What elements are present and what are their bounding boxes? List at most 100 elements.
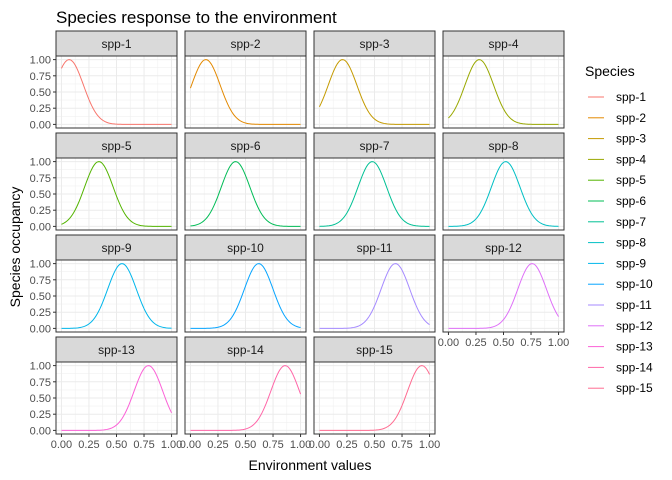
- y-tick-label: 0.50: [30, 291, 51, 303]
- y-tick-label: 1.00: [30, 259, 51, 271]
- legend-item-spp-14: spp-14: [588, 360, 653, 374]
- x-tick-label: 0.00: [309, 439, 330, 451]
- x-tick-label: 0.00: [51, 439, 72, 451]
- legend-item-spp-4: spp-4: [588, 152, 646, 166]
- x-tick-label: 1.00: [161, 439, 182, 451]
- x-tick-label: 0.50: [235, 439, 256, 451]
- facet-panel-spp-9: spp-9 0.00 0.25 0.50 0.75 1.00: [30, 234, 178, 335]
- facet-strip-label: spp-14: [227, 343, 264, 357]
- facet-panel-spp-3: spp-3: [313, 30, 436, 129]
- y-axis-title: Species occupancy: [7, 187, 23, 308]
- series-line-spp-1: [61, 59, 172, 125]
- x-axis-title: Environment values: [249, 457, 372, 473]
- panel-border: [313, 259, 436, 333]
- series-line-spp-10: [190, 263, 301, 329]
- facet-strip-label: spp-9: [101, 241, 131, 255]
- facet-strip-label: spp-7: [359, 139, 389, 153]
- facet-panel-spp-2: spp-2: [184, 30, 307, 129]
- panel-grid: [443, 56, 564, 128]
- facet-panel-spp-4: spp-4: [442, 30, 565, 129]
- facet-strip-label: spp-1: [101, 37, 131, 51]
- legend-label: spp-1: [616, 90, 646, 104]
- x-tick-label: 0.00: [438, 337, 459, 349]
- legend-item-spp-12: spp-12: [588, 319, 653, 333]
- y-tick-label: 0.75: [30, 173, 51, 185]
- series-line-spp-7: [319, 161, 430, 227]
- legend-item-spp-10: spp-10: [588, 277, 653, 291]
- x-tick-label: 0.50: [493, 337, 514, 349]
- y-tick-label: 0.25: [30, 103, 51, 115]
- x-tick-label: 0.75: [262, 439, 283, 451]
- panel-grid: [314, 158, 435, 230]
- legend-item-spp-8: spp-8: [588, 236, 646, 250]
- facet-strip-label: spp-3: [359, 37, 389, 51]
- legend-item-spp-13: spp-13: [588, 340, 653, 354]
- x-tick-label: 1.00: [548, 337, 569, 349]
- series-line-spp-5: [61, 161, 172, 227]
- x-tick-label: 0.75: [133, 439, 154, 451]
- y-tick-label: 0.00: [30, 119, 51, 131]
- legend-label: spp-15: [616, 381, 653, 395]
- x-tick-label: 0.25: [207, 439, 228, 451]
- facet-strip: [55, 132, 178, 159]
- series-line-spp-14: [190, 365, 302, 431]
- legend-label: spp-4: [616, 152, 646, 166]
- legend-item-spp-5: spp-5: [588, 173, 646, 187]
- facet-panel-spp-6: spp-6: [184, 132, 307, 231]
- y-tick-label: 0.50: [30, 393, 51, 405]
- panel-grid: [314, 56, 435, 128]
- y-tick-label: 0.25: [30, 307, 51, 319]
- facet-strip: [313, 234, 436, 261]
- y-tick-label: 1.00: [30, 55, 51, 67]
- facet-panel-spp-5: spp-5 0.00 0.25 0.50 0.75 1.00: [30, 132, 178, 233]
- legend-title: Species: [585, 63, 635, 79]
- facet-panel-spp-15: spp-15 0.00 0.25 0.50 0.75 1.00: [309, 336, 440, 451]
- facet-strip-label: spp-8: [488, 139, 518, 153]
- facet-strip: [442, 234, 565, 261]
- x-tick-label: 0.50: [364, 439, 385, 451]
- legend-label: spp-2: [616, 111, 646, 125]
- facet-panel-spp-13: spp-13 0.00 0.25 0.50 0.75 1.00 0.00 0.25 0.50 0.…: [30, 336, 182, 451]
- facet-strip-label: spp-2: [230, 37, 260, 51]
- y-tick-label: 0.50: [30, 189, 51, 201]
- y-tick-label: 0.50: [30, 87, 51, 99]
- y-tick-label: 0.00: [30, 221, 51, 233]
- legend-label: spp-10: [616, 277, 653, 291]
- y-tick-label: 0.25: [30, 409, 51, 421]
- series-line-spp-9: [61, 263, 172, 329]
- chart-title: Species response to the environment: [56, 8, 337, 27]
- legend-item-spp-11: spp-11: [588, 298, 652, 312]
- facet-strip: [313, 336, 436, 363]
- facet-panel-spp-11: spp-11: [313, 234, 436, 333]
- legend-item-spp-7: spp-7: [588, 215, 646, 229]
- facet-strip: [313, 30, 436, 57]
- facet-strip-label: spp-4: [488, 37, 518, 51]
- facet-strip-label: spp-11: [357, 241, 393, 255]
- legend-item-spp-9: spp-9: [588, 256, 646, 270]
- panel-border: [442, 157, 565, 231]
- panel-border: [313, 157, 436, 231]
- x-tick-label: 0.75: [391, 439, 412, 451]
- series-line-spp-13: [61, 365, 173, 431]
- legend-label: spp-12: [616, 319, 653, 333]
- x-tick-label: 0.25: [465, 337, 486, 349]
- legend-item-spp-15: spp-15: [588, 381, 653, 395]
- series-line-spp-8: [448, 161, 559, 227]
- series-line-spp-15: [319, 365, 431, 431]
- y-tick-label: 0.75: [30, 377, 51, 389]
- x-tick-label: 0.50: [106, 439, 127, 451]
- panel-border: [313, 55, 436, 129]
- x-tick-label: 0.25: [336, 439, 357, 451]
- panel-grid: [56, 56, 177, 128]
- legend-label: spp-3: [616, 132, 646, 146]
- series-line-spp-2: [189, 59, 301, 125]
- facet-strip-label: spp-13: [98, 343, 135, 357]
- series-line-spp-3: [318, 59, 430, 125]
- panel-grid: [185, 56, 306, 128]
- y-tick-label: 0.00: [30, 323, 51, 335]
- facet-panel-spp-7: spp-7: [313, 132, 436, 231]
- panel-grid: [185, 362, 306, 434]
- panel-border: [442, 55, 565, 129]
- x-tick-label: 0.75: [520, 337, 541, 349]
